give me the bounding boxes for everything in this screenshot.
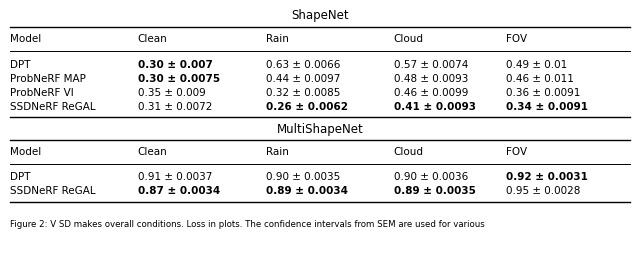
Text: SSDNeRF ReGAL: SSDNeRF ReGAL: [10, 102, 95, 112]
Text: 0.87 ± 0.0034: 0.87 ± 0.0034: [138, 186, 220, 196]
Text: Clean: Clean: [138, 34, 167, 44]
Text: ShapeNet: ShapeNet: [291, 9, 349, 22]
Text: 0.57 ± 0.0074: 0.57 ± 0.0074: [394, 60, 468, 70]
Text: SSDNeRF ReGAL: SSDNeRF ReGAL: [10, 186, 95, 196]
Text: 0.90 ± 0.0036: 0.90 ± 0.0036: [394, 172, 468, 182]
Text: 0.89 ± 0.0034: 0.89 ± 0.0034: [266, 186, 348, 196]
Text: 0.48 ± 0.0093: 0.48 ± 0.0093: [394, 74, 468, 84]
Text: 0.31 ± 0.0072: 0.31 ± 0.0072: [138, 102, 212, 112]
Text: Rain: Rain: [266, 147, 289, 157]
Text: 0.34 ± 0.0091: 0.34 ± 0.0091: [506, 102, 588, 112]
Text: ProbNeRF MAP: ProbNeRF MAP: [10, 74, 86, 84]
Text: 0.26 ± 0.0062: 0.26 ± 0.0062: [266, 102, 348, 112]
Text: 0.41 ± 0.0093: 0.41 ± 0.0093: [394, 102, 476, 112]
Text: 0.89 ± 0.0035: 0.89 ± 0.0035: [394, 186, 476, 196]
Text: 0.35 ± 0.009: 0.35 ± 0.009: [138, 88, 205, 98]
Text: 0.46 ± 0.0099: 0.46 ± 0.0099: [394, 88, 468, 98]
Text: 0.44 ± 0.0097: 0.44 ± 0.0097: [266, 74, 340, 84]
Text: Cloud: Cloud: [394, 147, 424, 157]
Text: Figure 2: V SD makes overall conditions. Loss in plots. The confidence intervals: Figure 2: V SD makes overall conditions.…: [10, 220, 484, 229]
Text: 0.36 ± 0.0091: 0.36 ± 0.0091: [506, 88, 580, 98]
Text: Model: Model: [10, 147, 41, 157]
Text: 0.91 ± 0.0037: 0.91 ± 0.0037: [138, 172, 212, 182]
Text: 0.63 ± 0.0066: 0.63 ± 0.0066: [266, 60, 340, 70]
Text: 0.49 ± 0.01: 0.49 ± 0.01: [506, 60, 567, 70]
Text: 0.32 ± 0.0085: 0.32 ± 0.0085: [266, 88, 340, 98]
Text: Clean: Clean: [138, 147, 167, 157]
Text: 0.30 ± 0.0075: 0.30 ± 0.0075: [138, 74, 220, 84]
Text: Model: Model: [10, 34, 41, 44]
Text: 0.46 ± 0.011: 0.46 ± 0.011: [506, 74, 573, 84]
Text: 0.30 ± 0.007: 0.30 ± 0.007: [138, 60, 212, 70]
Text: DPT: DPT: [10, 60, 30, 70]
Text: FOV: FOV: [506, 147, 527, 157]
Text: DPT: DPT: [10, 172, 30, 182]
Text: 0.90 ± 0.0035: 0.90 ± 0.0035: [266, 172, 340, 182]
Text: FOV: FOV: [506, 34, 527, 44]
Text: Cloud: Cloud: [394, 34, 424, 44]
Text: 0.92 ± 0.0031: 0.92 ± 0.0031: [506, 172, 588, 182]
Text: ProbNeRF VI: ProbNeRF VI: [10, 88, 74, 98]
Text: MultiShapeNet: MultiShapeNet: [276, 122, 364, 136]
Text: Rain: Rain: [266, 34, 289, 44]
Text: 0.95 ± 0.0028: 0.95 ± 0.0028: [506, 186, 580, 196]
